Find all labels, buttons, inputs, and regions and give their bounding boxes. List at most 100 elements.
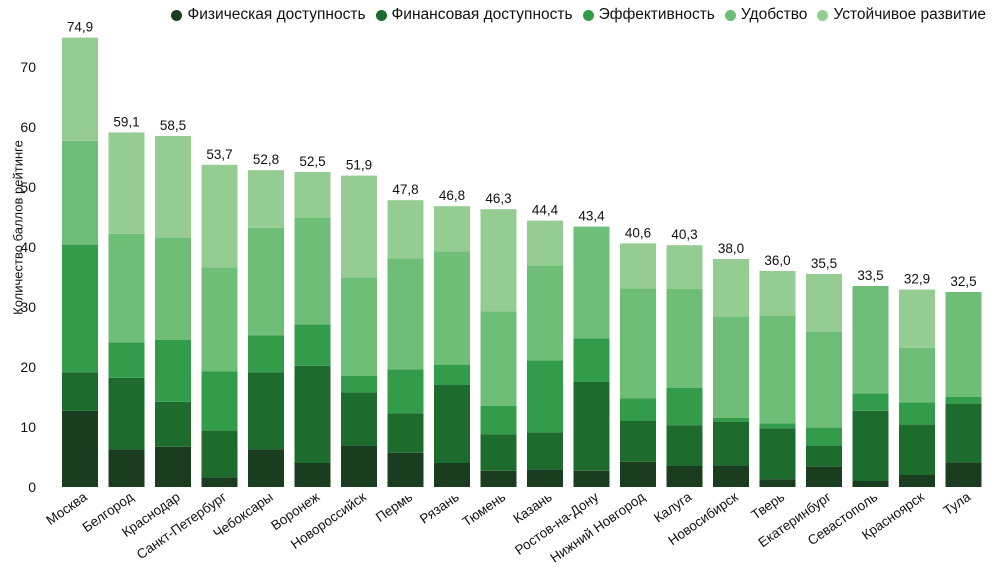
bar-segment (387, 200, 424, 259)
total-label: 40,6 (625, 225, 651, 240)
bar-segment (713, 465, 749, 487)
bar-segment (341, 277, 377, 376)
bar-segment (806, 427, 842, 446)
total-label: 33,5 (857, 268, 883, 283)
bar-segment (852, 481, 889, 487)
bar-segment (899, 347, 935, 403)
legend-swatch-icon (817, 9, 829, 21)
bar-segment (945, 292, 982, 397)
bar-segment (341, 392, 377, 446)
bar-segment (945, 397, 982, 404)
bar-segment (294, 365, 331, 463)
y-tick-label: 20 (20, 359, 36, 375)
bar-segment (248, 227, 284, 336)
bar-segment (666, 466, 703, 487)
legend-item: Физическая доступность (171, 6, 366, 24)
total-label: 53,7 (206, 147, 232, 162)
bar-segment (852, 410, 889, 481)
legend-swatch-icon (375, 9, 387, 21)
total-label: 36,0 (764, 253, 790, 268)
total-label: 32,9 (904, 272, 930, 287)
bar-segment (666, 245, 703, 289)
bar-segment (434, 463, 470, 487)
legend-label: Физическая доступность (187, 6, 366, 23)
bar-segment (62, 140, 98, 245)
bar-segment (248, 170, 284, 228)
bar-segment (945, 403, 982, 463)
bar-segment (294, 463, 331, 487)
y-tick-label: 40 (20, 239, 36, 255)
bar-segment (248, 335, 284, 373)
bar-segment (666, 388, 703, 426)
bar-segment (108, 132, 145, 234)
bar-segment (899, 424, 935, 475)
bar-segment (573, 470, 610, 487)
bar-segment (806, 445, 842, 467)
legend-swatch-icon (171, 9, 183, 21)
bar-segment (201, 267, 238, 372)
bar-segment (155, 136, 191, 238)
bar-segment (806, 274, 842, 332)
total-label: 44,4 (532, 203, 559, 218)
bar-segment (620, 243, 656, 289)
bar-segment (852, 286, 889, 394)
bar-segment (527, 432, 563, 470)
bar-segment (759, 479, 796, 487)
bar-segment (248, 372, 284, 450)
total-label: 46,8 (439, 188, 465, 203)
bar-segment (155, 446, 191, 487)
total-label: 40,3 (671, 227, 697, 242)
x-tick-label: Рязань (417, 489, 462, 527)
y-tick-label: 30 (20, 299, 36, 315)
bar-segment (759, 423, 796, 429)
bar-segment (155, 340, 191, 402)
bar-segment (527, 469, 563, 487)
bar-segment (480, 209, 517, 312)
bar-segment (341, 445, 377, 487)
x-tick-label: Пермь (373, 489, 415, 525)
legend-item: Эффективность (582, 6, 715, 24)
y-tick-label: 10 (20, 419, 36, 435)
bar-segment (852, 393, 889, 411)
bar-segment (806, 331, 842, 428)
total-label: 74,9 (67, 20, 93, 35)
bar-segment (759, 316, 796, 424)
bar-segment (759, 428, 796, 480)
bar-segment (201, 164, 238, 268)
total-label: 35,5 (811, 256, 837, 271)
legend-swatch-icon (582, 9, 594, 21)
bar-segment (759, 271, 796, 316)
y-tick-label: 0 (28, 479, 36, 495)
y-tick-label: 60 (20, 119, 36, 135)
total-label: 46,3 (485, 191, 511, 206)
bar-segment (434, 364, 470, 385)
bar-segment (108, 449, 145, 487)
bar-segment (527, 265, 563, 361)
x-tick-label: Тула (941, 489, 974, 518)
bar-segment (108, 233, 145, 343)
bar-segment (387, 452, 424, 487)
legend: Физическая доступность Финансовая доступ… (171, 6, 986, 24)
bar-segment (899, 402, 935, 425)
bar-segment (713, 259, 749, 317)
total-label: 58,5 (160, 118, 186, 133)
bar-segment (899, 289, 935, 348)
bar-segment (108, 377, 145, 450)
total-label: 52,8 (253, 152, 279, 167)
bar-segment (713, 421, 749, 466)
legend-item: Финансовая доступность (375, 6, 573, 24)
bar-segment (201, 371, 238, 431)
bar-segment (387, 413, 424, 453)
bar-segment (666, 425, 703, 466)
bar-segment (620, 461, 656, 487)
y-tick-label: 50 (20, 179, 36, 195)
legend-swatch-icon (724, 9, 736, 21)
bar-segment (434, 385, 470, 463)
bar-segment (341, 175, 377, 278)
bar-segment (434, 251, 470, 365)
total-label: 32,5 (950, 274, 976, 289)
bar-segment (201, 477, 238, 487)
bar-segment (480, 470, 517, 487)
bar-segment (945, 462, 982, 487)
